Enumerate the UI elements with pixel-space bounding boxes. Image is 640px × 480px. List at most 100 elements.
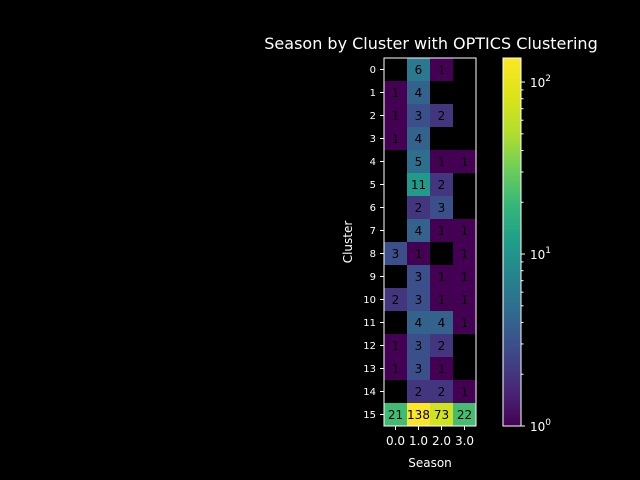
heatmap-frame (383, 57, 477, 427)
cell-value-label: 1 (461, 385, 469, 399)
heatmap-cell (430, 150, 453, 173)
x-tick-label: 2.0 (432, 434, 451, 448)
y-tick-label: 0 (370, 65, 376, 76)
cell-value-label: 1 (392, 109, 400, 123)
y-tick-label: 4 (370, 157, 376, 168)
cell-value-label: 2 (392, 293, 400, 307)
cell-value-label: 2 (415, 201, 423, 215)
cell-value-label: 2 (438, 109, 446, 123)
heatmap-cell (407, 127, 430, 150)
heatmap-cell (407, 196, 430, 219)
heatmap-cell (430, 288, 453, 311)
y-tick-label: 8 (370, 249, 376, 260)
heatmap-cell (430, 104, 453, 127)
x-axis-ticks: 0.0 1.0 2.0 3.0 (386, 426, 474, 448)
y-tick-label: 2 (370, 111, 376, 122)
cell-value-label: 1 (392, 339, 400, 353)
colorbar-tick-label: 101 (530, 246, 551, 262)
heatmap-cell (384, 127, 407, 150)
cell-value-label: 4 (415, 316, 423, 330)
cell-value-label: 2 (415, 385, 423, 399)
cell-value-label: 4 (415, 224, 423, 238)
heatmap-cell (407, 357, 430, 380)
heatmap-cell (430, 196, 453, 219)
heatmap-cell (430, 357, 453, 380)
y-tick-label: 7 (370, 226, 376, 237)
y-tick-label: 12 (363, 341, 376, 352)
cell-value-label: 138 (407, 408, 430, 422)
heatmap-cell (384, 242, 407, 265)
heatmap-cell (407, 242, 430, 265)
heatmap-cell (407, 58, 430, 81)
cell-value-label: 1 (438, 270, 446, 284)
cell-value-label: 4 (438, 316, 446, 330)
heatmap-cell (384, 288, 407, 311)
heatmap-cell (407, 81, 430, 104)
y-axis-label: Cluster (341, 221, 355, 264)
x-tick-label: 0.0 (386, 434, 405, 448)
y-tick-label: 11 (363, 318, 376, 329)
colorbar-tick-label: 102 (530, 74, 551, 90)
cell-value-label: 22 (457, 408, 472, 422)
chart-title: Season by Cluster with OPTICS Clustering (264, 34, 597, 53)
cell-value-label: 1 (461, 316, 469, 330)
heatmap-cell (384, 357, 407, 380)
heatmap-cell (430, 311, 453, 334)
cell-value-label: 1 (438, 155, 446, 169)
cell-value-label: 1 (438, 224, 446, 238)
cell-value-label: 1 (461, 270, 469, 284)
cell-value-label: 1 (438, 362, 446, 376)
cell-value-label: 3 (415, 362, 423, 376)
heatmap-cell (453, 265, 476, 288)
cell-value-label: 5 (415, 155, 423, 169)
cell-value-label: 3 (438, 201, 446, 215)
heatmap-cell (407, 104, 430, 127)
cell-value-label: 2 (438, 178, 446, 192)
heatmap-cell (407, 219, 430, 242)
cell-value-label: 73 (434, 408, 449, 422)
y-tick-label: 1 (370, 88, 376, 99)
cell-value-label: 3 (415, 293, 423, 307)
heatmap-cell (453, 219, 476, 242)
heatmap-cell-labels: 6 11 41 3 21 45 1 111 22 34 1 13 1 13 1 12 3 1 14 4 11 3 21 3 12… (388, 63, 472, 422)
y-tick-label: 13 (363, 364, 376, 375)
heatmap-cell (384, 334, 407, 357)
cell-value-label: 4 (415, 132, 423, 146)
colorbar-ticks: 100 101 102 (521, 74, 551, 434)
heatmap-cell (407, 311, 430, 334)
heatmap-cells (384, 58, 476, 426)
cell-value-label: 2 (438, 385, 446, 399)
y-tick-label: 14 (363, 387, 376, 398)
cell-value-label: 1 (415, 247, 423, 261)
heatmap-cell (430, 173, 453, 196)
x-tick-label: 1.0 (409, 434, 428, 448)
cell-value-label: 1 (392, 132, 400, 146)
heatmap-cell (453, 242, 476, 265)
heatmap-cell (430, 265, 453, 288)
heatmap-cell (407, 403, 430, 426)
cell-value-label: 3 (415, 109, 423, 123)
heatmap-cell (430, 334, 453, 357)
cell-value-label: 1 (461, 224, 469, 238)
heatmap-cell (430, 380, 453, 403)
cell-value-label: 1 (392, 362, 400, 376)
heatmap-cell (430, 403, 453, 426)
heatmap-cell (453, 150, 476, 173)
cell-value-label: 3 (415, 270, 423, 284)
cell-value-label: 1 (438, 293, 446, 307)
heatmap-cell (407, 265, 430, 288)
heatmap-cell (453, 311, 476, 334)
heatmap-cell (384, 403, 407, 426)
heatmap-cell (384, 81, 407, 104)
heatmap-cell (407, 334, 430, 357)
heatmap-cell (453, 288, 476, 311)
y-tick-label: 9 (370, 272, 376, 283)
heatmap-cell (407, 150, 430, 173)
cell-value-label: 2 (438, 339, 446, 353)
cell-value-label: 3 (415, 339, 423, 353)
heatmap-cell (430, 58, 453, 81)
x-axis-label: Season (408, 456, 452, 470)
heatmap-cell (384, 104, 407, 127)
